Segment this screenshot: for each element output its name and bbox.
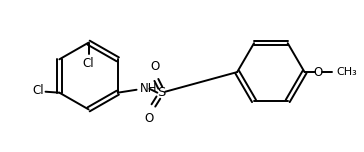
Text: S: S	[157, 86, 166, 99]
Text: O: O	[145, 112, 154, 125]
Text: O: O	[151, 60, 160, 73]
Text: NH: NH	[139, 82, 157, 95]
Text: Cl: Cl	[83, 57, 94, 70]
Text: Cl: Cl	[32, 84, 44, 97]
Text: CH₃: CH₃	[336, 67, 357, 77]
Text: O: O	[314, 66, 323, 79]
